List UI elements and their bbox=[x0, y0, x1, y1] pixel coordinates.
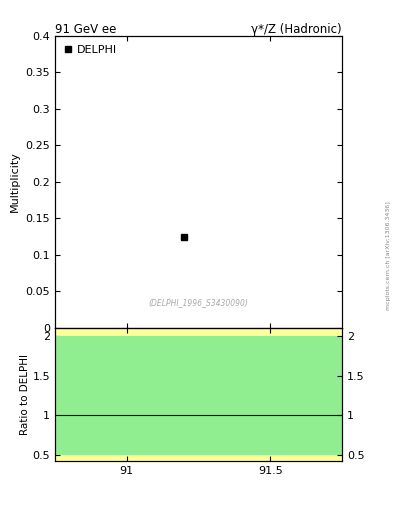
Text: 91 GeV ee: 91 GeV ee bbox=[55, 23, 116, 36]
Legend: DELPHI: DELPHI bbox=[61, 41, 121, 58]
Y-axis label: Ratio to DELPHI: Ratio to DELPHI bbox=[20, 354, 30, 435]
Bar bbox=[55, 336, 342, 455]
Y-axis label: Multiplicity: Multiplicity bbox=[10, 152, 20, 212]
Text: mcplots.cern.ch [arXiv:1306.3436]: mcplots.cern.ch [arXiv:1306.3436] bbox=[386, 202, 391, 310]
Text: γ*/Z (Hadronic): γ*/Z (Hadronic) bbox=[251, 23, 342, 36]
Text: (DELPHI_1996_S3430090): (DELPHI_1996_S3430090) bbox=[149, 298, 248, 308]
